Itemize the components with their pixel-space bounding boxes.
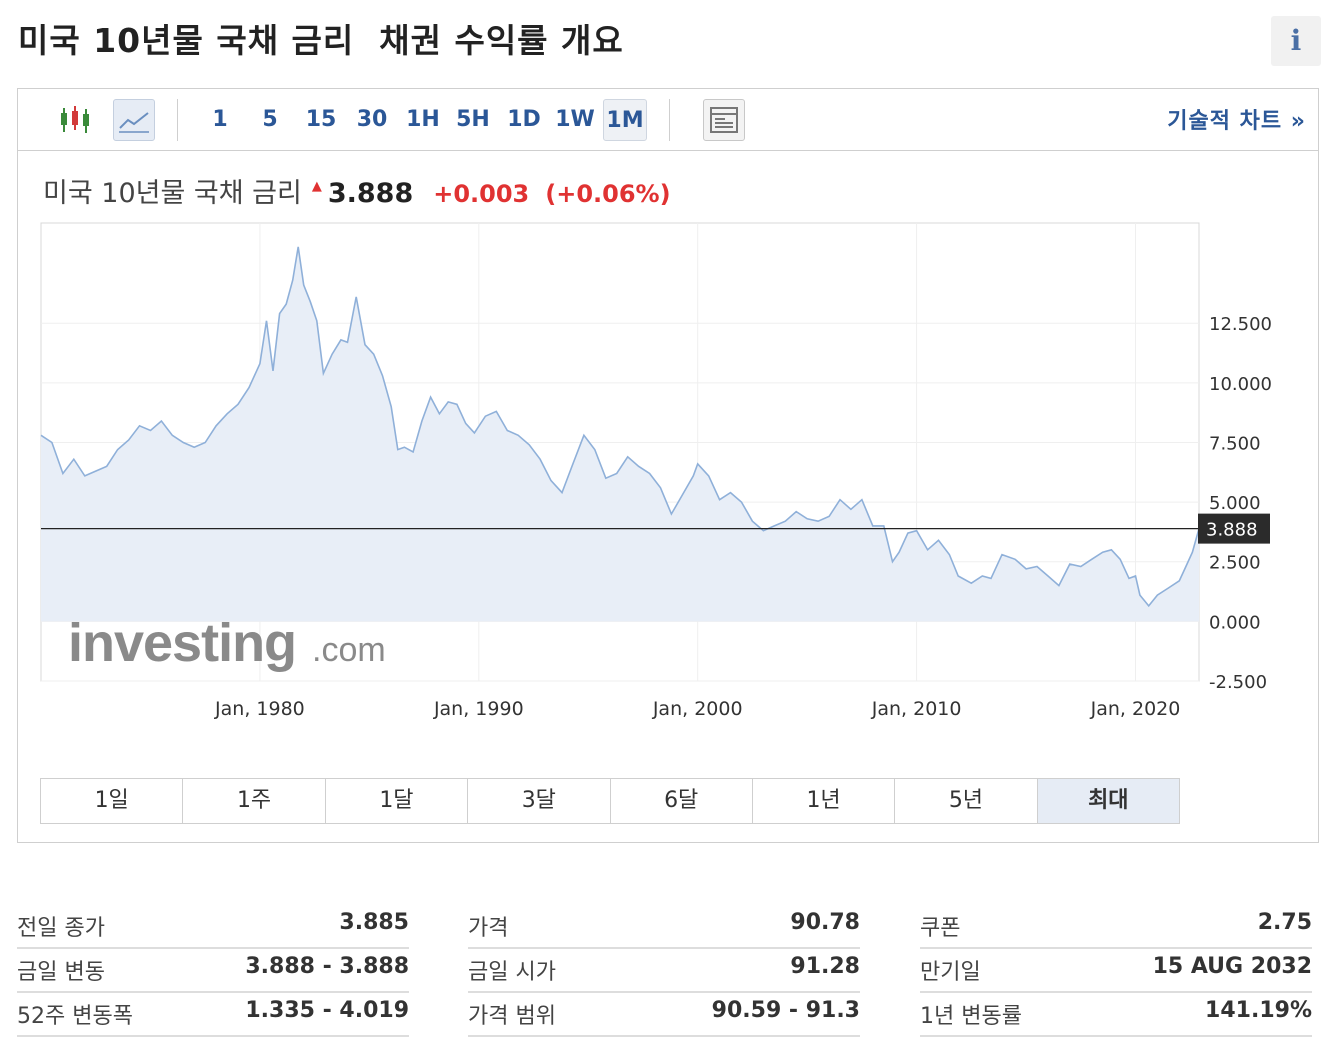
range-1d[interactable]: 1일 [41,779,184,823]
y-tick-label: 2.500 [1209,553,1261,574]
x-tick-label: Jan, 2020 [1090,698,1181,720]
instrument-name: 미국 10년물 국채 금리 [43,178,302,209]
range-1w[interactable]: 1주 [183,779,326,823]
range-1m[interactable]: 1달 [326,779,469,823]
up-arrow-icon: ▲ [311,179,322,194]
y-tick-label: 5.000 [1209,493,1261,514]
stat-label: 쿠폰 [920,916,961,941]
info-icon[interactable]: i [1271,16,1321,66]
stat-row: 쿠폰 2.75 [920,905,1312,949]
timeframe-5min[interactable]: 5 [262,107,278,132]
stat-value: 2.75 [1257,910,1312,935]
toolbar-separator [177,99,178,141]
last-price: 3.888 [327,178,414,209]
timeframe-15min[interactable]: 15 [305,107,337,132]
stat-label: 1년 변동률 [920,1004,1022,1029]
stat-value: 15 AUG 2032 [1152,954,1312,979]
stat-label: 가격 [468,916,509,941]
range-3m[interactable]: 3달 [468,779,611,823]
range-selector: 1일 1주 1달 3달 6달 1년 5년 최대 [40,778,1180,824]
stat-row: 전일 종가 3.885 [17,905,409,949]
stat-label: 52주 변동폭 [17,1004,133,1029]
timeframe-1min[interactable]: 1 [212,107,228,132]
stat-value: 1.335 - 4.019 [245,998,409,1023]
stat-value: 90.78 [790,910,860,935]
stat-row: 금일 변동 3.888 - 3.888 [17,949,409,993]
watermark-main: investing [68,613,296,673]
toolbar-separator [669,99,670,141]
range-max[interactable]: 최대 [1037,779,1179,823]
line-chart-icon[interactable] [113,99,155,141]
stat-value: 3.888 - 3.888 [245,954,409,979]
price-chart[interactable]: investing .com 3.888 12.50010.0007.5005.… [18,89,1318,769]
watermark-suffix: .com [312,631,386,669]
stat-row: 가격 범위 90.59 - 91.3 [468,993,860,1037]
stats-column-2: 가격 90.78 금일 시가 91.28 가격 범위 90.59 - 91.3 [468,905,860,1037]
stat-value: 3.885 [339,910,409,935]
y-tick-label: 10.000 [1209,374,1272,395]
area-fill [41,246,1199,622]
stat-label: 금일 시가 [468,960,556,985]
x-tick-label: Jan, 2010 [871,698,962,720]
page-title: 미국 10년물 국채 금리 채권 수익률 개요 [18,21,624,60]
stat-row: 1년 변동률 141.19% [920,993,1312,1037]
watermark: investing .com [68,613,386,673]
stat-value: 141.19% [1205,998,1312,1023]
x-tick-label: Jan, 1990 [433,698,524,720]
stat-row: 금일 시가 91.28 [468,949,860,993]
x-tick-label: Jan, 2000 [652,698,743,720]
stat-label: 금일 변동 [17,960,105,985]
quote-header: 미국 10년물 국채 금리 ▲ 3.888 +0.003 (+0.06%) [43,171,671,210]
y-tick-label: -2.500 [1209,672,1267,693]
stat-label: 전일 종가 [17,916,105,941]
stats-column-1: 전일 종가 3.885 금일 변동 3.888 - 3.888 52주 변동폭 … [17,905,409,1037]
chart-widget: 1 5 15 30 1H 5H 1D 1W 1M 기술적 차트 » 미국 10년… [17,88,1319,843]
current-value-text: 3.888 [1206,520,1258,541]
stat-label: 가격 범위 [468,1004,556,1029]
timeframe-1w[interactable]: 1W [555,107,595,132]
table-view-icon[interactable] [703,99,745,141]
stat-label: 만기일 [920,960,981,985]
stat-row: 가격 90.78 [468,905,860,949]
stat-value: 90.59 - 91.3 [711,998,860,1023]
technical-chart-link[interactable]: 기술적 차트 » [1167,109,1306,134]
stats-column-3: 쿠폰 2.75 만기일 15 AUG 2032 1년 변동률 141.19% [920,905,1312,1037]
timeframe-5h[interactable]: 5H [456,107,490,132]
current-value-label: 3.888 [1198,513,1270,544]
stat-row: 52주 변동폭 1.335 - 4.019 [17,993,409,1037]
timeframe-30min[interactable]: 30 [356,107,388,132]
y-tick-label: 7.500 [1209,433,1261,454]
stat-row: 만기일 15 AUG 2032 [920,949,1312,993]
range-1y[interactable]: 1년 [753,779,896,823]
stat-value: 91.28 [790,954,860,979]
y-tick-label: 0.000 [1209,612,1261,633]
timeframe-1d[interactable]: 1D [507,107,541,132]
price-change-percent: (+0.06%) [545,180,671,208]
range-5y[interactable]: 5년 [895,779,1038,823]
x-tick-label: Jan, 1980 [214,698,305,720]
y-tick-label: 12.500 [1209,314,1272,335]
price-change: +0.003 [433,180,530,208]
chart-toolbar: 1 5 15 30 1H 5H 1D 1W 1M 기술적 차트 » [18,89,1318,151]
range-6m[interactable]: 6달 [611,779,753,823]
timeframe-1m[interactable]: 1M [603,99,647,141]
timeframe-1h[interactable]: 1H [406,107,440,132]
series-line [40,246,1200,608]
candlestick-chart-icon[interactable] [54,99,96,141]
